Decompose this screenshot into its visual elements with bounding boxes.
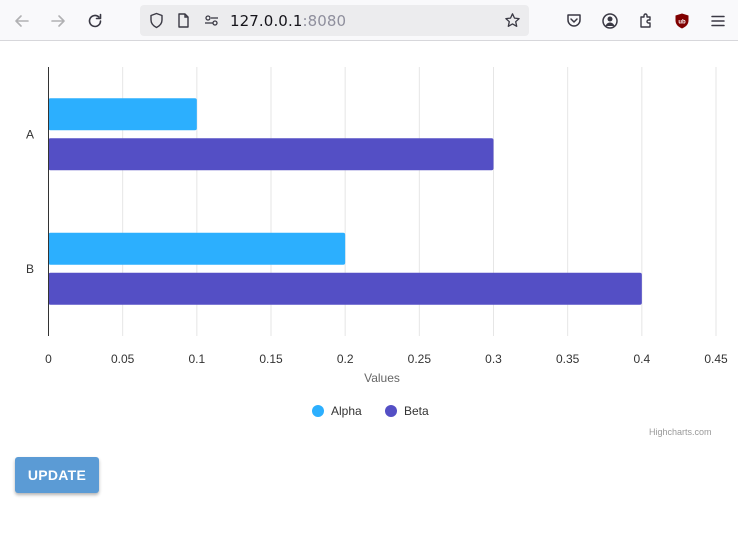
forward-arrow-icon[interactable] bbox=[45, 8, 71, 34]
legend-label: Beta bbox=[404, 404, 429, 418]
browser-toolbar: 127.0.0.1:8080 ub bbox=[0, 0, 738, 41]
extensions-icon[interactable] bbox=[633, 8, 659, 34]
value-axis-title: Values bbox=[364, 371, 400, 385]
legend-symbol bbox=[312, 405, 324, 417]
url-text[interactable]: 127.0.0.1:8080 bbox=[230, 12, 346, 30]
menu-icon[interactable] bbox=[705, 8, 731, 34]
ublock-icon[interactable]: ub bbox=[669, 8, 695, 34]
bars bbox=[48, 98, 642, 305]
pocket-icon[interactable] bbox=[561, 8, 587, 34]
value-tick-label: 0.1 bbox=[188, 352, 205, 366]
value-tick-label: 0.45 bbox=[704, 352, 728, 366]
bookmark-star-icon[interactable] bbox=[504, 12, 521, 29]
url-host: 127.0.0.1 bbox=[230, 12, 303, 30]
bar-beta-a[interactable] bbox=[48, 138, 494, 171]
legend: Alpha Beta bbox=[312, 404, 429, 418]
legend-label: Alpha bbox=[331, 404, 362, 418]
value-tick-label: 0.25 bbox=[408, 352, 432, 366]
value-tick-labels: 0 0.05 0.1 0.15 0.2 0.25 0.3 0.35 0.4 0.45 bbox=[45, 352, 728, 366]
value-tick-label: 0.3 bbox=[485, 352, 502, 366]
bar-beta-b[interactable] bbox=[48, 272, 642, 305]
account-icon[interactable] bbox=[597, 8, 623, 34]
url-bar[interactable]: 127.0.0.1:8080 bbox=[140, 5, 529, 36]
chart-svg: AB 0 0.05 0.1 0.15 0.2 0.25 0.3 0.35 0.4 0.45 Val… bbox=[26, 67, 728, 418]
permissions-icon[interactable] bbox=[203, 12, 220, 29]
legend-item-beta[interactable]: Beta bbox=[385, 404, 429, 418]
svg-text:ub: ub bbox=[678, 20, 686, 26]
url-port: :8080 bbox=[302, 12, 347, 30]
value-tick-label: 0.35 bbox=[556, 352, 580, 366]
legend-symbol bbox=[385, 405, 397, 417]
bar-alpha-a[interactable] bbox=[48, 98, 197, 131]
value-tick-label: 0.05 bbox=[111, 352, 135, 366]
category-label: B bbox=[26, 262, 34, 276]
category-label: A bbox=[26, 127, 34, 141]
value-tick-label: 0.4 bbox=[633, 352, 650, 366]
category-labels: AB bbox=[26, 127, 34, 276]
legend-item-alpha[interactable]: Alpha bbox=[312, 404, 362, 418]
page-icon[interactable] bbox=[175, 12, 192, 29]
value-tick-label: 0 bbox=[45, 352, 52, 366]
value-tick-label: 0.2 bbox=[337, 352, 354, 366]
bar-alpha-b[interactable] bbox=[48, 232, 346, 265]
value-tick-label: 0.15 bbox=[259, 352, 283, 366]
shield-icon[interactable] bbox=[148, 12, 165, 29]
back-arrow-icon[interactable] bbox=[9, 8, 35, 34]
reload-icon[interactable] bbox=[82, 8, 108, 34]
update-button[interactable]: UPDATE bbox=[15, 457, 99, 493]
credits-link[interactable]: Highcharts.com bbox=[649, 427, 712, 437]
